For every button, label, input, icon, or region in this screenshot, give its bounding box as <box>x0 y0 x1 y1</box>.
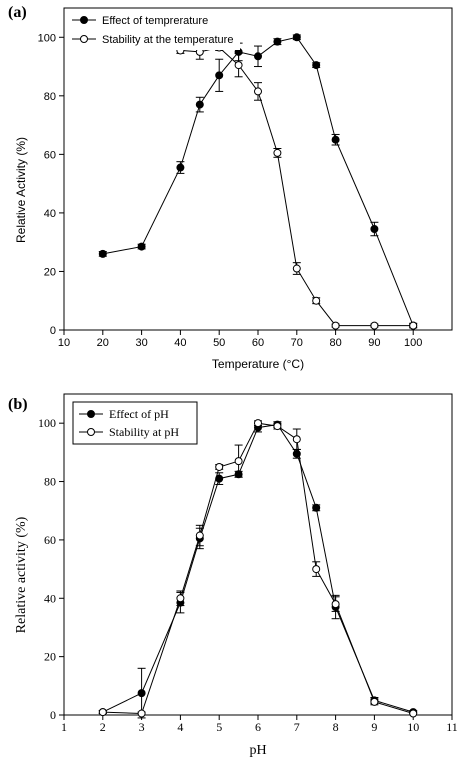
panel-b-series-2-point <box>254 419 262 428</box>
panel-b-ph-chart: (b) 1 2 3 4 5 6 7 8 9 10 11 0 20 40 60 80 100 Effect of p… <box>8 393 458 758</box>
panel-a-legend: Effect of temprerature Stability at the t… <box>66 10 240 50</box>
panel-b-x-tick-label: 6 <box>255 720 261 734</box>
panel-b-series-2-point <box>273 422 282 431</box>
panel-b-x-tick-label: 4 <box>177 720 183 734</box>
panel-a-series-1-point <box>312 61 321 70</box>
panel-b-y-axis-title: Relative activity (%) <box>14 516 29 633</box>
panel-b-legend-marker <box>87 410 95 418</box>
panel-b-x-tick-label: 9 <box>371 720 377 734</box>
panel-b-series-2-point <box>370 697 379 706</box>
panel-a-series-1-point <box>195 100 204 109</box>
panel-b-series-2-point <box>409 709 418 718</box>
panel-a-x-tick-label: 70 <box>291 337 303 349</box>
panel-b-series-2-point <box>331 600 340 609</box>
panel-a-x-tick-label: 80 <box>329 337 341 349</box>
panel-a-y-tick-label: 20 <box>44 266 56 278</box>
panel-b-y-tick-label: 40 <box>44 591 56 605</box>
panel-a-legend-label: Stability at the temperature <box>102 34 233 46</box>
panel-a-y-tick-label: 80 <box>44 91 56 103</box>
panel-b-series-2-point <box>195 531 204 540</box>
panel-b-plot-area: 1 2 3 4 5 6 7 8 9 10 11 0 20 40 60 80 100 Effect of pH Sta… <box>38 393 458 734</box>
panel-b-series-2-point <box>234 457 243 466</box>
panel-a-y-tick-label: 100 <box>38 32 56 44</box>
panel-b-legend-label: Stability at pH <box>109 425 179 439</box>
panel-b-series-1-line <box>102 424 414 713</box>
panel-a-x-tick-label: 10 <box>58 337 70 349</box>
panel-a-x-tick-label: 40 <box>174 337 186 349</box>
panel-a-label: (a) <box>8 4 27 21</box>
panel-b-y-tick-label: 100 <box>38 416 56 430</box>
panel-a-x-tick-label: 20 <box>97 337 109 349</box>
panel-a-series-2-point <box>312 296 321 305</box>
panel-a-y-tick-label: 0 <box>50 325 56 337</box>
panel-a-series-2-point <box>409 321 418 330</box>
panel-a-temperature-chart: (a) 10 20 30 40 50 60 70 80 90 100 0 20 40 60 80 100 Eff… <box>8 4 453 371</box>
panel-b-series-2-point <box>137 709 146 718</box>
panel-a-series-2-point <box>331 321 340 330</box>
panel-a-x-tick-label: 100 <box>404 337 422 349</box>
panel-b-x-tick-label: 2 <box>100 720 106 734</box>
panel-b-series-2-point <box>312 565 321 574</box>
panel-b-x-tick-label: 1 <box>61 720 67 734</box>
panel-b-x-tick-label: 8 <box>333 720 339 734</box>
panel-a-series-1-point <box>176 163 185 172</box>
panel-b-series-2-point <box>176 594 185 603</box>
panel-a-series-1-point <box>215 71 224 80</box>
panel-a-series-2-line <box>102 36 414 327</box>
panel-a-series-1-point <box>254 52 262 61</box>
panel-a-series-2-point <box>254 87 262 96</box>
panel-a-y-tick-label: 40 <box>44 208 56 220</box>
panel-a-series-1-point <box>292 33 301 42</box>
panel-a-series-2-point <box>273 148 282 157</box>
panel-a-legend-label: Effect of temprerature <box>102 15 208 27</box>
panel-a-legend-marker <box>80 16 88 24</box>
panel-b-y-tick-label: 80 <box>44 475 56 489</box>
panel-a-series-1-point <box>137 242 146 251</box>
panel-a-x-tick-label: 60 <box>252 337 264 349</box>
panel-b-y-tick-label: 60 <box>44 533 56 547</box>
panel-b-y-tick-label: 20 <box>44 650 56 664</box>
panel-b-series-2-point <box>292 435 301 444</box>
panel-b-series-1 <box>98 420 418 719</box>
panel-b-series-2-point <box>98 708 107 717</box>
panel-a-series-2-point <box>234 61 243 70</box>
panel-b-legend: Effect of pH Stability at pH <box>72 401 198 445</box>
panel-a-x-axis-title: Temperature (°C) <box>212 357 304 371</box>
panel-b-series-2-line <box>102 422 414 715</box>
panel-a-series-1 <box>98 33 418 330</box>
panel-a-series-1-point <box>370 225 379 234</box>
panel-b-y-tick-label: 0 <box>50 708 56 722</box>
panel-b-x-axis-title: pH <box>249 743 266 758</box>
panel-b-legend-marker <box>87 428 95 436</box>
panel-b-x-tick-label: 10 <box>407 720 419 734</box>
panel-a-series-1-point <box>98 249 107 258</box>
panel-a-x-tick-label: 30 <box>135 337 147 349</box>
panel-b-series-2-point <box>215 462 224 471</box>
panel-b-label: (b) <box>8 396 28 413</box>
panel-b-series-2 <box>98 419 418 718</box>
panel-a-series-1-line <box>102 36 414 326</box>
panel-a-series-2-point <box>370 321 379 330</box>
panel-a-x-tick-label: 90 <box>368 337 380 349</box>
panel-b-legend-label: Effect of pH <box>109 407 169 421</box>
panel-b-x-tick-label: 7 <box>294 720 300 734</box>
panel-b-series-1-point <box>137 689 146 698</box>
panel-b-x-tick-label: 11 <box>446 720 458 734</box>
panel-b-legend-box <box>72 401 198 445</box>
panel-a-series-1-point <box>331 135 340 144</box>
panel-a-series-2-point <box>292 264 301 273</box>
panel-a-y-axis-title: Relative Activity (%) <box>14 137 28 243</box>
panel-a-series-2 <box>98 26 418 330</box>
panel-b-x-tick-label: 3 <box>139 720 145 734</box>
panel-a-plot-area: 10 20 30 40 50 60 70 80 90 100 0 20 40 60 80 100 Effect … <box>38 7 453 349</box>
panel-a-x-tick-label: 50 <box>213 337 225 349</box>
panel-a-series-1-point <box>273 37 282 46</box>
panel-b-series-1-point <box>312 503 321 512</box>
panel-b-x-tick-label: 5 <box>216 720 222 734</box>
panel-a-legend-box <box>66 10 240 50</box>
panel-a-y-tick-label: 60 <box>44 149 56 161</box>
panel-a-legend-marker <box>80 35 88 43</box>
